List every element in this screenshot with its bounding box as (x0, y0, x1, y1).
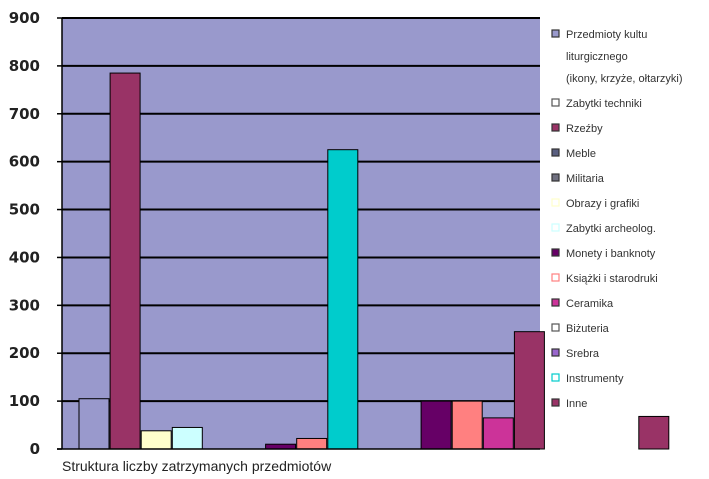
y-tick-label: 100 (9, 392, 40, 410)
bar (482, 417, 514, 450)
y-tick-label: 500 (9, 201, 40, 219)
legend-marker (551, 348, 560, 357)
legend-label: Zabytki archeolog. (566, 223, 656, 235)
legend-label: Książki i starodruki (566, 273, 658, 285)
legend-marker (551, 398, 560, 407)
legend-label: Obrazy i grafiki (566, 198, 639, 210)
legend-marker (551, 173, 560, 182)
bar (327, 149, 359, 450)
y-tick-label: 600 (9, 153, 40, 171)
y-tick-label: 700 (9, 105, 40, 123)
legend-marker (551, 373, 560, 382)
legend-marker (551, 323, 560, 332)
y-tick-label: 900 (9, 9, 40, 27)
legend-marker (551, 148, 560, 157)
y-tick-label: 300 (9, 296, 40, 314)
legend-label: Ceramika (566, 298, 614, 310)
bar (78, 398, 110, 450)
plot-background (62, 18, 540, 449)
legend-marker (551, 123, 560, 132)
legend-marker (551, 29, 560, 38)
legend-label: Biżuteria (566, 323, 610, 335)
bar (638, 415, 670, 450)
y-tick-label: 200 (9, 344, 40, 362)
axes: 0 100 200 300 400 500 600 700 800 900 (9, 9, 540, 458)
bar (451, 400, 483, 450)
y-tick-label: 400 (9, 248, 40, 266)
bar (296, 437, 328, 450)
bar (109, 72, 141, 450)
bar (420, 400, 452, 450)
legend-label: Srebra (566, 348, 600, 360)
legend-marker (551, 98, 560, 107)
legend-label: Zabytki techniki (566, 98, 642, 110)
legend-marker (551, 273, 560, 282)
y-tick-label: 800 (9, 57, 40, 75)
chart-caption: Struktura liczby zatrzymanych przedmiotó… (62, 458, 332, 474)
bar (140, 430, 172, 450)
legend-label: Meble (566, 148, 596, 160)
bar (171, 426, 203, 450)
bars (78, 72, 670, 450)
legend-label: Militaria (566, 173, 605, 185)
plot-area (62, 17, 540, 449)
legend-label: Monety i banknoty (566, 248, 656, 260)
bar (513, 331, 545, 450)
legend-marker (551, 248, 560, 257)
legend-label: Inne (566, 398, 587, 410)
legend-label: (ikony, krzyże, ołtarzyki) (566, 73, 683, 85)
legend-label: Rzeźby (566, 123, 603, 135)
legend-marker (551, 298, 560, 307)
legend: Przedmioty kultu liturgicznego (ikony, krz… (551, 29, 683, 410)
legend-marker (551, 198, 560, 207)
legend-label: Instrumenty (566, 373, 624, 385)
legend-label: Przedmioty kultu (566, 29, 647, 41)
legend-marker (551, 223, 560, 232)
legend-label: liturgicznego (566, 51, 628, 63)
y-tick-label: 0 (30, 440, 40, 458)
